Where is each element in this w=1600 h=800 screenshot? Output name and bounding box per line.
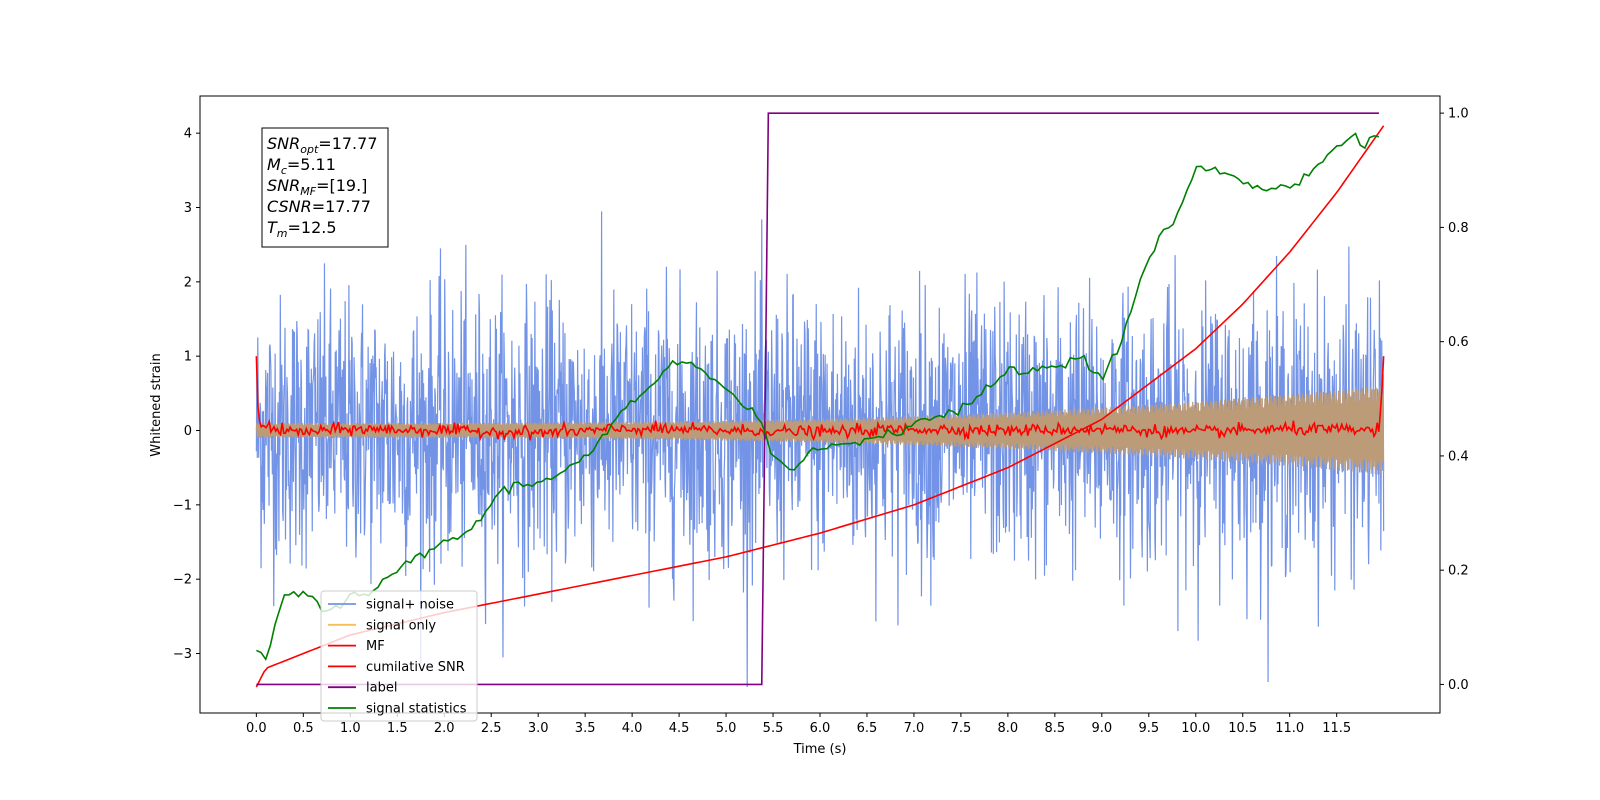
- x-tick-label: 5.0: [716, 721, 737, 736]
- y-axis-left: −3 −2 −1 0 1 2 3 4: [173, 127, 200, 662]
- series-signal-statistics: [256, 132, 1380, 662]
- info-box: SNRopt=17.77Mc=5.11SNRMF=[19.]CSNR=17.77…: [261, 127, 389, 248]
- y-tick-label-right: 0.6: [1448, 335, 1469, 350]
- y-tick-label-left: 4: [184, 127, 192, 142]
- x-tick-label: 9.5: [1138, 721, 1159, 736]
- x-tick-label: 1.0: [340, 721, 361, 736]
- y-tick-label-left: −1: [173, 498, 192, 513]
- x-tick-label: 9.0: [1091, 721, 1112, 736]
- legend-label: signal+ noise: [366, 598, 454, 613]
- x-tick-label: 0.0: [246, 721, 267, 736]
- x-tick-label: 3.0: [528, 721, 549, 736]
- x-tick-label: 4.0: [622, 721, 643, 736]
- x-tick-label: 11.5: [1322, 721, 1351, 736]
- x-tick-label: 0.5: [293, 721, 314, 736]
- y-tick-label-left: 0: [184, 424, 192, 439]
- legend-frame: [320, 590, 478, 722]
- info-box-row: Mc=5.11: [267, 155, 336, 177]
- y-tick-label-left: 3: [184, 201, 192, 216]
- y-tick-label-right: 0.0: [1448, 678, 1469, 693]
- x-tick-label: 10.5: [1228, 721, 1257, 736]
- legend: signal+ noise signal only MF cumilative SNR…: [320, 590, 478, 722]
- x-axis-label: Time (s): [793, 742, 847, 757]
- legend-label: MF: [366, 639, 385, 654]
- x-tick-label: 7.5: [951, 721, 972, 736]
- y-tick-label-right: 0.4: [1448, 449, 1469, 464]
- x-tick-label: 6.0: [810, 721, 831, 736]
- legend-label: signal only: [366, 618, 436, 633]
- x-tick-label: 8.0: [998, 721, 1019, 736]
- y-tick-label-left: −2: [173, 573, 192, 588]
- x-tick-label: 10.0: [1181, 721, 1210, 736]
- x-tick-label: 1.5: [387, 721, 408, 736]
- x-tick-label: 2.0: [434, 721, 455, 736]
- legend-label: cumilative SNR: [366, 660, 465, 675]
- y-axis-label: Whitened strain: [149, 353, 164, 456]
- info-box-row: Tm=12.5: [267, 218, 337, 240]
- info-box-row: CSNR=17.77: [267, 197, 371, 216]
- x-tick-label: 11.0: [1275, 721, 1304, 736]
- y-tick-label-left: 2: [184, 275, 192, 290]
- y-tick-label-left: 1: [184, 350, 192, 365]
- x-tick-label: 7.0: [904, 721, 925, 736]
- legend-label: signal statistics: [366, 702, 467, 717]
- x-tick-label: 8.5: [1045, 721, 1066, 736]
- x-axis: 0.0 0.5 1.0 1.5 2.0 2.5 3.0 3.5 4.0 4.5 5.0 5.5 6.0 6…: [246, 713, 1351, 736]
- y-tick-label-right: 0.2: [1448, 564, 1469, 579]
- y-axis-right: 0.0 0.2 0.4 0.6 0.8 1.0: [1440, 107, 1469, 693]
- x-tick-label: 2.5: [481, 721, 502, 736]
- y-tick-label-left: −3: [173, 647, 192, 662]
- series-signal-only: [255, 386, 1385, 475]
- y-tick-label-right: 1.0: [1448, 107, 1469, 122]
- legend-label: label: [366, 681, 397, 696]
- series-mf: [255, 356, 1385, 442]
- info-box-row: SNRMF=[19.]: [267, 176, 367, 198]
- x-tick-label: 6.5: [857, 721, 878, 736]
- x-tick-label: 3.5: [575, 721, 596, 736]
- series-label: [256, 112, 1379, 686]
- info-box-frame: [261, 127, 389, 248]
- x-tick-label: 5.5: [763, 721, 784, 736]
- x-tick-label: 4.5: [669, 721, 690, 736]
- y-tick-label-right: 0.8: [1448, 221, 1469, 236]
- info-box-row: SNRopt=17.77: [267, 134, 378, 156]
